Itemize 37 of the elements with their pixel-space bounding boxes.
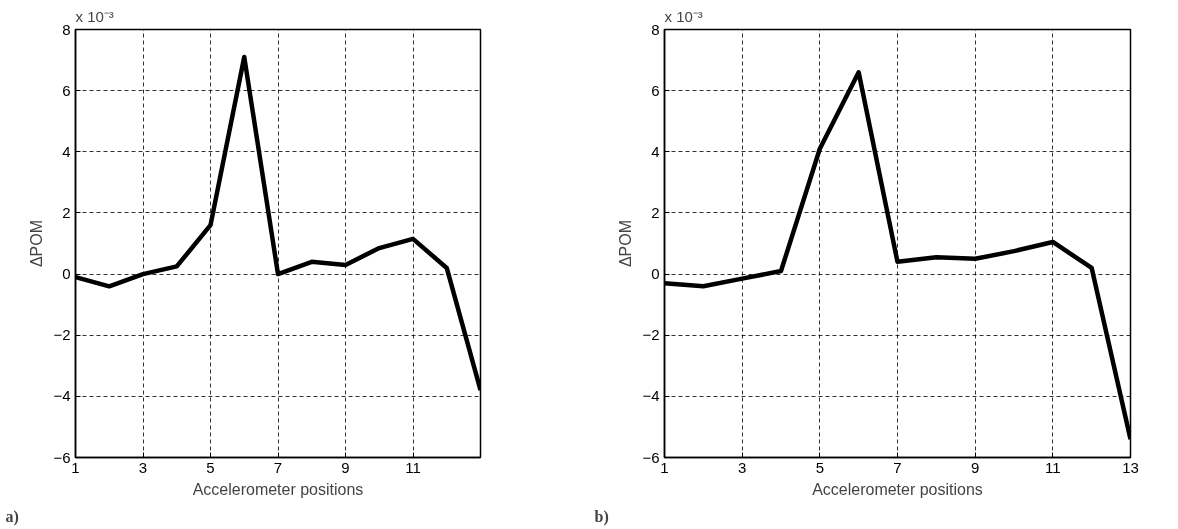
text: x 10⁻³ xyxy=(75,7,114,25)
y-tick-label: 2 xyxy=(62,203,71,221)
x-tick-label: 9 xyxy=(971,458,980,476)
y-axis-title: ΔPOM xyxy=(28,219,46,268)
y-tick-label: 6 xyxy=(651,81,660,99)
y-tick-label: 4 xyxy=(62,142,71,160)
y-tick-label: 6 xyxy=(62,81,71,99)
y-tick-label: 0 xyxy=(651,265,660,283)
x-tick-label: 7 xyxy=(273,458,283,476)
x-axis-title: Accelerometer positions xyxy=(192,480,364,498)
text: x 10⁻³ xyxy=(664,7,703,25)
x-tick-label: 11 xyxy=(1045,458,1061,476)
text: a) xyxy=(5,507,19,526)
y-tick-label: 8 xyxy=(62,20,71,38)
y-tick-label: 8 xyxy=(651,20,660,38)
y-tick-label: −4 xyxy=(53,387,71,405)
text: b) xyxy=(594,507,609,526)
x-tick-label: 7 xyxy=(893,458,902,476)
y-tick-label: −2 xyxy=(642,326,660,344)
y-tick-label: −6 xyxy=(642,448,660,466)
y-tick-label: 0 xyxy=(62,265,71,283)
x-tick-label: 5 xyxy=(206,458,215,476)
x-tick-label: 3 xyxy=(738,458,747,476)
x-tick-label: 1 xyxy=(71,458,80,476)
y-tick-label: 4 xyxy=(651,142,660,160)
y-tick-label: −2 xyxy=(53,326,71,344)
x-tick-label: 1 xyxy=(660,458,669,476)
x-axis-title: Accelerometer positions xyxy=(812,480,983,498)
x-tick-label: 5 xyxy=(815,458,825,476)
x-tick-label: 11 xyxy=(405,458,421,476)
x-tick-label: 9 xyxy=(341,458,350,476)
x-tick-label: 3 xyxy=(138,458,148,476)
y-tick-label: −6 xyxy=(53,448,71,466)
y-axis-title: ΔPOM xyxy=(617,219,635,268)
y-tick-label: 2 xyxy=(651,203,660,221)
y-tick-label: −4 xyxy=(642,387,660,405)
x-tick-label: 13 xyxy=(1122,458,1139,476)
